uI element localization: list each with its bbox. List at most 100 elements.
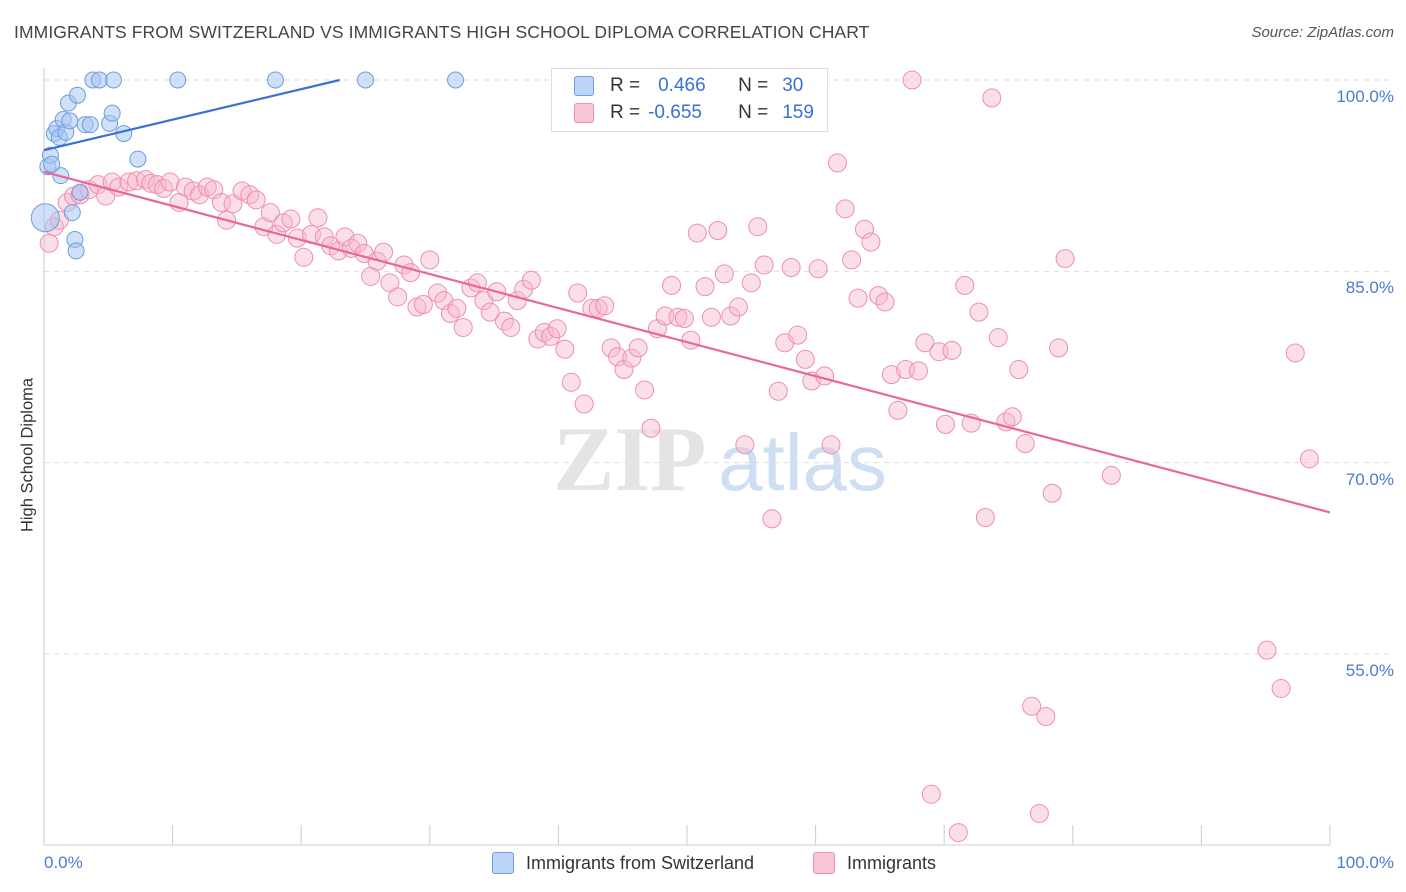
immigrants-point bbox=[808, 259, 828, 279]
immigrants-point bbox=[246, 190, 266, 210]
immigrants-point bbox=[1022, 696, 1042, 716]
immigrants-point bbox=[969, 302, 989, 322]
immigrants-point bbox=[622, 348, 642, 368]
watermark-zip: ZIP bbox=[553, 408, 706, 510]
y-tick-label: 100.0% bbox=[1336, 87, 1394, 106]
x-tick-label-max: 100.0% bbox=[1336, 853, 1394, 872]
immigrants-point bbox=[668, 307, 688, 327]
immigrants-point bbox=[1271, 678, 1291, 698]
immigrants-point bbox=[762, 509, 782, 529]
bottom-legend-swatch-pink bbox=[813, 852, 835, 874]
switzerland-point bbox=[447, 71, 465, 89]
bottom-legend-immigrants: Immigrants bbox=[813, 852, 936, 874]
immigrants-point bbox=[39, 233, 59, 253]
immigrants-point bbox=[842, 250, 862, 270]
immigrants-point bbox=[955, 275, 975, 295]
immigrants-point bbox=[768, 381, 788, 401]
legend-n-label: N = bbox=[738, 75, 769, 96]
bottom-legend-swatch-blue bbox=[492, 852, 514, 874]
immigrants-point bbox=[915, 333, 935, 353]
immigrants-point bbox=[948, 823, 968, 843]
immigrants-point bbox=[662, 275, 682, 295]
immigrants-point bbox=[388, 287, 408, 307]
immigrants-point bbox=[568, 283, 588, 303]
immigrants-point bbox=[1036, 707, 1056, 727]
immigrants-point bbox=[835, 199, 855, 219]
switzerland-point bbox=[169, 71, 187, 89]
switzerland-point bbox=[43, 155, 61, 173]
immigrants-point bbox=[547, 319, 567, 339]
immigrants-point bbox=[541, 326, 561, 346]
immigrants-point bbox=[374, 242, 394, 262]
immigrants-point bbox=[440, 303, 460, 323]
switzerland-points bbox=[30, 71, 465, 260]
switzerland-point bbox=[30, 203, 60, 233]
immigrants-point bbox=[1285, 343, 1305, 363]
switzerland-point bbox=[266, 71, 284, 89]
immigrants-point bbox=[141, 173, 161, 193]
immigrants-point bbox=[447, 298, 467, 318]
immigrants-point bbox=[428, 283, 448, 303]
switzerland-point bbox=[71, 183, 89, 201]
immigrants-point bbox=[608, 347, 628, 367]
immigrants-point bbox=[875, 292, 895, 312]
immigrants-point bbox=[795, 349, 815, 369]
immigrants-point bbox=[988, 328, 1008, 348]
immigrants-point bbox=[681, 330, 701, 350]
immigrants-point bbox=[701, 307, 721, 327]
immigrants-point bbox=[848, 288, 868, 308]
immigrants-point bbox=[1009, 360, 1029, 380]
immigrants-point bbox=[555, 339, 575, 359]
watermark-atlas: atlas bbox=[718, 418, 887, 507]
legend-n-label: N = bbox=[738, 102, 769, 123]
immigrants-point bbox=[748, 217, 768, 237]
immigrants-point bbox=[1055, 249, 1075, 269]
immigrants-point bbox=[781, 258, 801, 278]
switzerland-trend-line bbox=[43, 78, 341, 152]
immigrants-point bbox=[521, 270, 541, 290]
immigrants-points bbox=[39, 70, 1319, 843]
legend-row-immigrants: R = -0.655 N = 159 bbox=[574, 100, 814, 126]
immigrants-point bbox=[595, 296, 615, 316]
trend-lines bbox=[43, 78, 1331, 514]
legend-n-value: 30 bbox=[782, 75, 804, 96]
immigrants-point bbox=[674, 309, 694, 329]
immigrants-point bbox=[240, 185, 260, 205]
immigrants-point bbox=[942, 340, 962, 360]
immigrants-point bbox=[982, 88, 1002, 108]
switzerland-point bbox=[68, 86, 86, 104]
bottom-legend-switzerland: Immigrants from Switzerland bbox=[492, 852, 754, 874]
axes bbox=[43, 68, 1331, 846]
immigrants-point bbox=[561, 372, 581, 392]
source-label: Source: ZipAtlas.com bbox=[1251, 24, 1394, 41]
immigrants-point bbox=[1257, 640, 1277, 660]
y-tick-label: 85.0% bbox=[1345, 278, 1394, 298]
immigrants-point bbox=[861, 232, 881, 252]
bottom-legend-label: Immigrants from Switzerland bbox=[526, 852, 755, 873]
immigrants-point bbox=[1049, 338, 1069, 358]
immigrants-point bbox=[741, 273, 761, 293]
immigrants-point bbox=[109, 177, 129, 197]
immigrants-point bbox=[453, 317, 473, 337]
switzerland-point bbox=[63, 204, 81, 222]
immigrants-point bbox=[628, 338, 648, 358]
immigrants-point bbox=[1101, 465, 1121, 485]
immigrants-point bbox=[788, 325, 808, 345]
immigrants-point bbox=[921, 784, 941, 804]
immigrants-point bbox=[827, 153, 847, 173]
legend-swatch-blue bbox=[574, 76, 594, 96]
immigrants-point bbox=[821, 435, 841, 455]
chart-title: IMMIGRANTS FROM SWITZERLAND VS IMMIGRANT… bbox=[14, 22, 870, 42]
switzerland-point bbox=[61, 112, 79, 130]
bottom-legend-label: Immigrants bbox=[847, 852, 937, 873]
immigrants-point bbox=[480, 302, 500, 322]
switzerland-point bbox=[104, 71, 122, 89]
legend-r-label: R = bbox=[610, 75, 641, 96]
immigrants-point bbox=[281, 209, 301, 229]
immigrants-point bbox=[1299, 449, 1319, 469]
immigrants-point bbox=[420, 250, 440, 270]
legend-r-value: 0.466 bbox=[658, 75, 706, 96]
immigrants-point bbox=[1015, 434, 1035, 454]
immigrants-point bbox=[641, 418, 661, 438]
immigrants-point bbox=[935, 414, 955, 434]
